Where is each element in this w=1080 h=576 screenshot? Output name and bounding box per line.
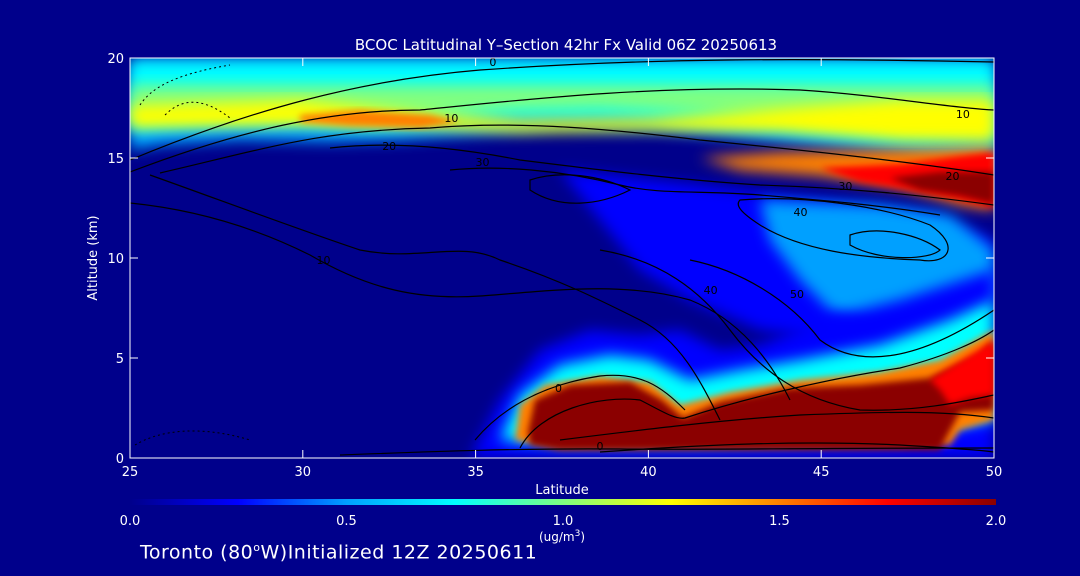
contour-dotted: [134, 64, 251, 446]
x-tick-label: 50: [986, 465, 1003, 480]
contour-line: [599, 249, 994, 411]
concentration-field: [130, 58, 994, 458]
contour-label: 0: [597, 440, 604, 453]
contour-dotted-line: [134, 430, 251, 446]
colorbar-unit-sup: 3: [575, 529, 581, 539]
colorbar-unit-tail: ): [580, 530, 585, 544]
contour-line: [519, 329, 994, 449]
y-axis: 0 5 10 15 20: [107, 52, 994, 467]
x-axis-label: Latitude: [535, 483, 589, 498]
colorbar-tick-label: 0.0: [120, 514, 141, 529]
y-tick-label: 10: [107, 252, 124, 267]
contour-label: 0: [555, 382, 562, 395]
contour-line: [130, 59, 994, 161]
contour-dotted-line: [139, 64, 231, 106]
x-tick-label: 30: [295, 465, 312, 480]
x-tick-label: 40: [640, 465, 657, 480]
contour-line: [689, 259, 994, 358]
contour-line: [529, 174, 632, 204]
contour-label: 30: [838, 180, 852, 193]
colorbar-tick-label: 1.5: [769, 514, 790, 529]
contour-line: [149, 174, 721, 421]
contour-line: [130, 202, 791, 401]
low-plume-red-edge: [930, 340, 994, 405]
y-tick-label: 5: [116, 352, 124, 367]
y-tick-label: 20: [107, 52, 124, 67]
colorbar-ticks: 0.0 0.5 1.0 1.5 2.0: [120, 514, 1007, 529]
contour-label: 10: [317, 254, 331, 267]
contour-line: [599, 442, 994, 453]
y-axis-label: Altitude (km): [86, 215, 101, 300]
footer-degree: o: [253, 541, 261, 554]
contour-line: [449, 167, 941, 216]
low-plume-darkred: [528, 340, 994, 450]
colorbar-tick-label: 0.5: [336, 514, 357, 529]
contour-line: [559, 411, 994, 441]
band-yellow: [130, 100, 994, 140]
contour-label: 20: [382, 140, 396, 153]
contour-label: 10: [956, 108, 970, 121]
contour-line: [329, 144, 994, 206]
contour-lines: [130, 59, 994, 456]
y-tick-label: 15: [107, 152, 124, 167]
band-green: [130, 85, 994, 140]
contour-label: 20: [946, 170, 960, 183]
colorbar: 0.0 0.5 1.0 1.5 2.0 (ug/m3): [120, 499, 1007, 544]
aloft-plume-darkred: [890, 172, 994, 204]
y-tick-label: 0: [116, 452, 124, 467]
axes: 25 30 35 40 45 50 0 5 10 15 20 Latitude Altitude …: [86, 52, 1002, 498]
contour-label: 30: [476, 156, 490, 169]
chart-title: BCOC Latitudinal Y–Section 42hr Fx Valid…: [355, 36, 777, 54]
contour-label: 50: [790, 288, 804, 301]
colorbar-unit-main: (ug/m: [539, 530, 575, 544]
colorbar-tick-label: 1.0: [553, 514, 574, 529]
contour-line: [474, 374, 686, 441]
contour-label: 40: [793, 206, 807, 219]
contour-line: [737, 198, 949, 262]
contour-line: [339, 447, 994, 456]
footer-location: Toronto (80: [140, 541, 254, 564]
colorbar-tick-label: 2.0: [986, 514, 1007, 529]
contour-label: 40: [704, 284, 718, 297]
contour-dotted-line: [164, 101, 231, 119]
colorbar-gradient: [130, 499, 996, 505]
contour-label: 0: [489, 56, 496, 69]
contour-line: [849, 230, 941, 259]
contour-line: [130, 88, 994, 173]
x-tick-label: 35: [467, 465, 484, 480]
footer-rest: W)Initialized 12Z 20250611: [260, 541, 538, 564]
contour-label: 10: [444, 112, 458, 125]
colorbar-unit: (ug/m3): [539, 529, 585, 544]
band-orange-core: [300, 110, 460, 128]
x-axis: 25 30 35 40 45 50: [122, 58, 1003, 480]
x-tick-label: 45: [813, 465, 830, 480]
contour-line: [159, 124, 994, 176]
init-footer: Toronto (80oW)Initialized 12Z 20250611: [140, 541, 537, 563]
x-tick-label: 25: [122, 465, 139, 480]
